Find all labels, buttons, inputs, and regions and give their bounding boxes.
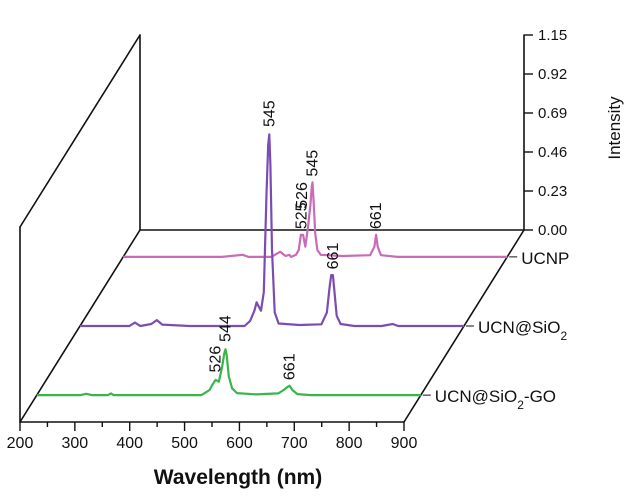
peak-label: 545 — [304, 150, 321, 177]
series-label-part: 2 — [560, 329, 567, 343]
x-tick-label: 200 — [7, 435, 34, 452]
series-label-0: UCNP — [521, 249, 569, 268]
x-tick-label: 500 — [171, 435, 198, 452]
x-tick-label: 900 — [391, 435, 418, 452]
z-tick-label: 0.69 — [538, 105, 567, 122]
series-line-0 — [123, 182, 507, 257]
series-label-part: -GO — [524, 387, 556, 406]
peak-label: 661 — [368, 202, 385, 229]
z-tick-label: 0.00 — [538, 222, 567, 239]
peak-label: 526 — [208, 346, 225, 373]
z-tick-label: 0.46 — [538, 144, 567, 161]
peak-label: 661 — [325, 243, 342, 270]
peak-label: 544 — [218, 315, 235, 342]
series-label-part: UCN@SiO — [435, 387, 517, 406]
z-tick-label: 0.23 — [538, 183, 567, 200]
x-axis-title: Wavelength (nm) — [154, 466, 322, 489]
x-tick-label: 600 — [226, 435, 253, 452]
series-traces — [37, 134, 507, 395]
series-line-2 — [37, 349, 421, 395]
peak-label: 661 — [282, 353, 299, 380]
x-tick-label: 800 — [336, 435, 363, 452]
frame-edge-6 — [20, 35, 140, 227]
z-tick-label: 0.92 — [538, 66, 567, 83]
z-axis-title: Intensity — [605, 96, 624, 160]
series-label-2: UCN@SiO2-GO — [435, 387, 556, 412]
series-label-part: UCN@SiO — [478, 318, 560, 337]
x-tick-label: 700 — [281, 435, 308, 452]
peak-label: 526 — [294, 182, 311, 209]
series-label-part: UCNP — [521, 249, 569, 268]
series-label-1: UCN@SiO2 — [478, 318, 567, 343]
x-tick-label: 300 — [62, 435, 89, 452]
x-tick-label: 400 — [116, 435, 143, 452]
z-tick-label: 1.15 — [538, 27, 567, 44]
peak-label: 545 — [261, 100, 278, 127]
